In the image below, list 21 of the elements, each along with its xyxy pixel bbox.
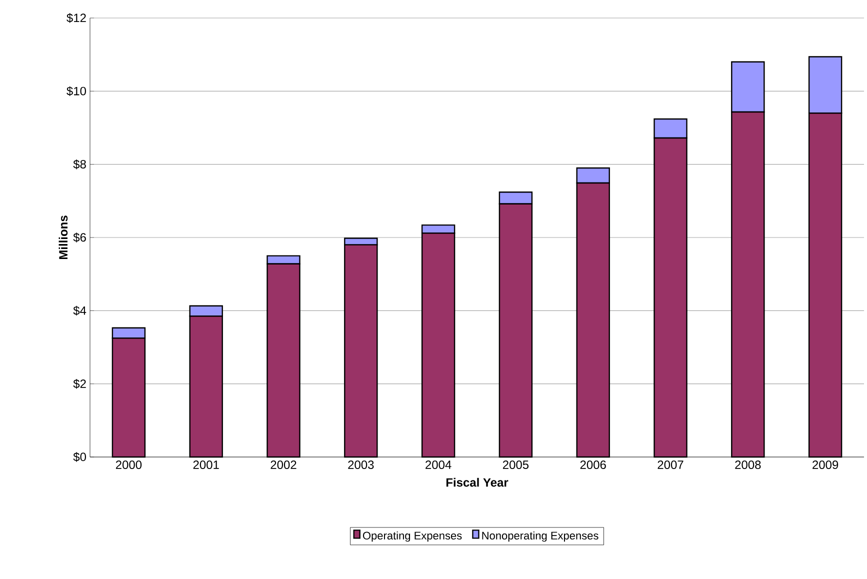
x-tick-label: 2006 bbox=[580, 460, 606, 470]
y-tick-label: $4 bbox=[73, 306, 86, 316]
x-tick-label: 2005 bbox=[502, 460, 529, 470]
x-tick-label: 2003 bbox=[348, 460, 374, 470]
y-tick-label: $12 bbox=[66, 13, 86, 23]
y-tick-label: $10 bbox=[66, 86, 86, 96]
x-tick-label: 2007 bbox=[658, 460, 684, 470]
y-tick-label: $6 bbox=[73, 232, 86, 242]
x-axis-title: Fiscal Year bbox=[446, 478, 508, 487]
y-tick-label: $2 bbox=[73, 378, 86, 389]
x-tick-label: 2004 bbox=[426, 460, 452, 470]
x-tick-label: 2002 bbox=[270, 460, 296, 470]
x-tick-label: 2008 bbox=[735, 460, 761, 470]
y-axis-title: Millions bbox=[58, 216, 68, 260]
legend-label: Nonoperating Expenses bbox=[482, 531, 598, 542]
x-tick-label: 2000 bbox=[116, 460, 142, 470]
y-tick-label: $0 bbox=[73, 452, 86, 462]
x-tick-label: 2009 bbox=[812, 460, 838, 470]
legend-label: Operating Expenses bbox=[362, 531, 462, 542]
x-tick-label: 2001 bbox=[193, 460, 219, 470]
y-tick-label: $8 bbox=[73, 159, 86, 170]
